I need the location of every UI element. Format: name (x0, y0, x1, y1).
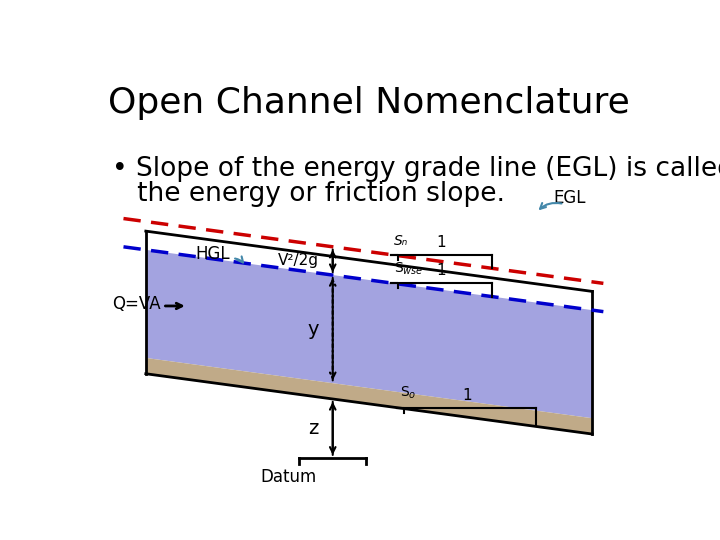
Text: • Slope of the energy grade line (EGL) is called: • Slope of the energy grade line (EGL) i… (112, 156, 720, 183)
Text: S$_o$: S$_o$ (400, 385, 416, 401)
Text: 1: 1 (437, 263, 446, 278)
Polygon shape (145, 250, 593, 418)
Polygon shape (145, 358, 593, 434)
Text: Datum: Datum (260, 468, 316, 486)
Text: S$_{wse}$: S$_{wse}$ (394, 260, 423, 277)
Text: EGL: EGL (553, 189, 585, 207)
Text: 1: 1 (437, 235, 446, 249)
Text: z: z (308, 419, 319, 438)
Text: Q=VA: Q=VA (112, 295, 161, 313)
Text: Open Channel Nomenclature: Open Channel Nomenclature (108, 85, 630, 119)
Text: HGL: HGL (195, 245, 230, 263)
Text: 1: 1 (462, 388, 472, 403)
Text: V²/2g: V²/2g (278, 253, 319, 268)
Text: the energy or friction slope.: the energy or friction slope. (112, 181, 505, 207)
Text: y: y (307, 320, 319, 339)
Text: Sₙ: Sₙ (394, 234, 408, 248)
